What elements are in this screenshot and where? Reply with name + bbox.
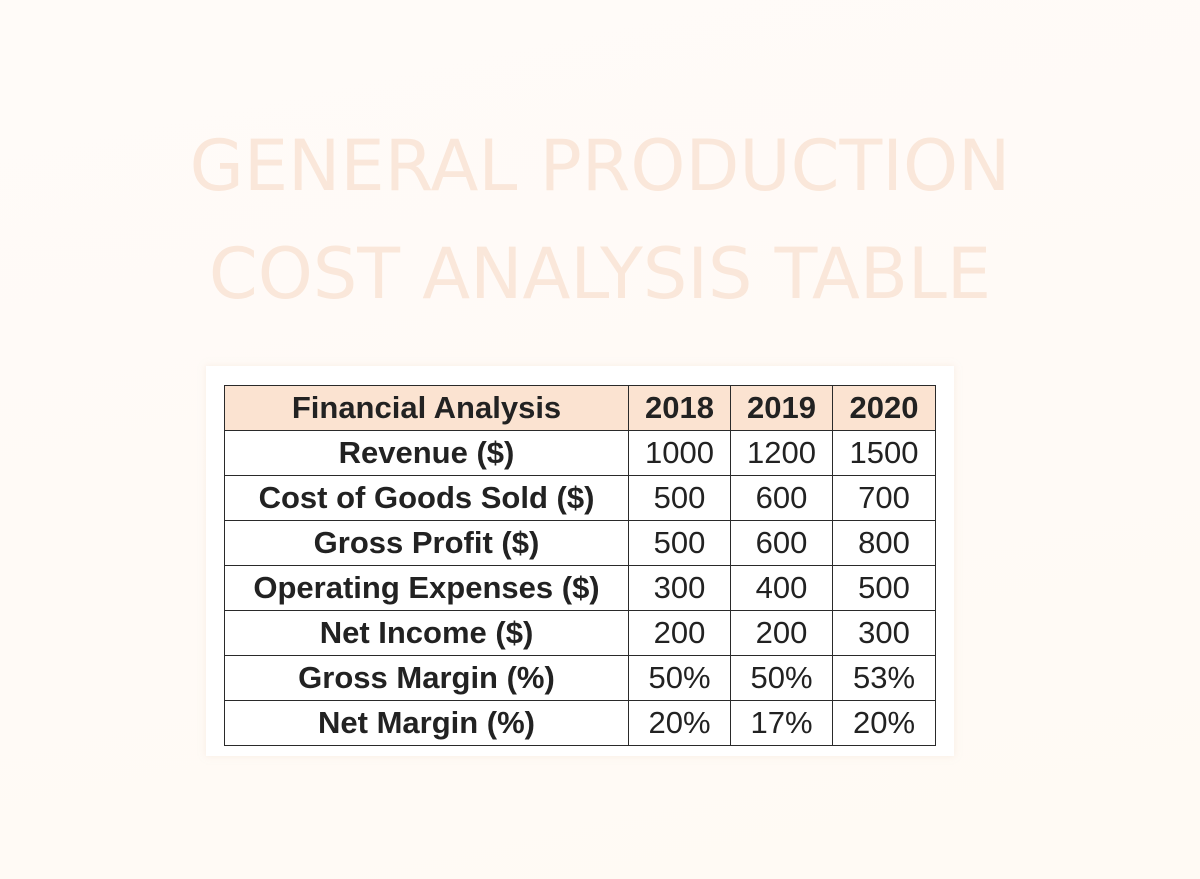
cell-value: 1000 [628, 430, 731, 476]
cell-value: 1200 [730, 430, 833, 476]
row-label: Gross Margin (%) [224, 655, 629, 701]
cell-value: 500 [832, 565, 936, 611]
cell-value: 20% [832, 700, 936, 746]
cell-value: 53% [832, 655, 936, 701]
cell-value: 600 [730, 475, 833, 521]
header-year-2020: 2020 [832, 385, 936, 431]
table-row: Operating Expenses ($) 300 400 500 [224, 565, 936, 611]
cell-value: 17% [730, 700, 833, 746]
cell-value: 300 [832, 610, 936, 656]
cell-value: 300 [628, 565, 731, 611]
table-row: Gross Margin (%) 50% 50% 53% [224, 655, 936, 701]
financial-analysis-table: Financial Analysis 2018 2019 2020 Revenu… [224, 385, 936, 746]
cell-value: 500 [628, 475, 731, 521]
row-label: Net Income ($) [224, 610, 629, 656]
cell-value: 50% [730, 655, 833, 701]
row-label: Net Margin (%) [224, 700, 629, 746]
cell-value: 20% [628, 700, 731, 746]
header-year-2019: 2019 [730, 385, 833, 431]
cell-value: 600 [730, 520, 833, 566]
cell-value: 800 [832, 520, 936, 566]
header-financial-analysis: Financial Analysis [224, 385, 629, 431]
row-label: Cost of Goods Sold ($) [224, 475, 629, 521]
title-line-2: COST ANALYSIS TABLE [208, 233, 992, 315]
cell-value: 500 [628, 520, 731, 566]
cell-value: 200 [730, 610, 833, 656]
table-row: Revenue ($) 1000 1200 1500 [224, 430, 936, 476]
table-row: Cost of Goods Sold ($) 500 600 700 [224, 475, 936, 521]
cell-value: 50% [628, 655, 731, 701]
row-label: Operating Expenses ($) [224, 565, 629, 611]
cell-value: 1500 [832, 430, 936, 476]
cell-value: 700 [832, 475, 936, 521]
row-label: Gross Profit ($) [224, 520, 629, 566]
table-row: Gross Profit ($) 500 600 800 [224, 520, 936, 566]
title-line-1: GENERAL PRODUCTION [189, 125, 1011, 207]
cell-value: 200 [628, 610, 731, 656]
header-year-2018: 2018 [628, 385, 731, 431]
table-row: Net Margin (%) 20% 17% 20% [224, 700, 936, 746]
table-row: Net Income ($) 200 200 300 [224, 610, 936, 656]
row-label: Revenue ($) [224, 430, 629, 476]
cell-value: 400 [730, 565, 833, 611]
table-header-row: Financial Analysis 2018 2019 2020 [224, 385, 936, 431]
